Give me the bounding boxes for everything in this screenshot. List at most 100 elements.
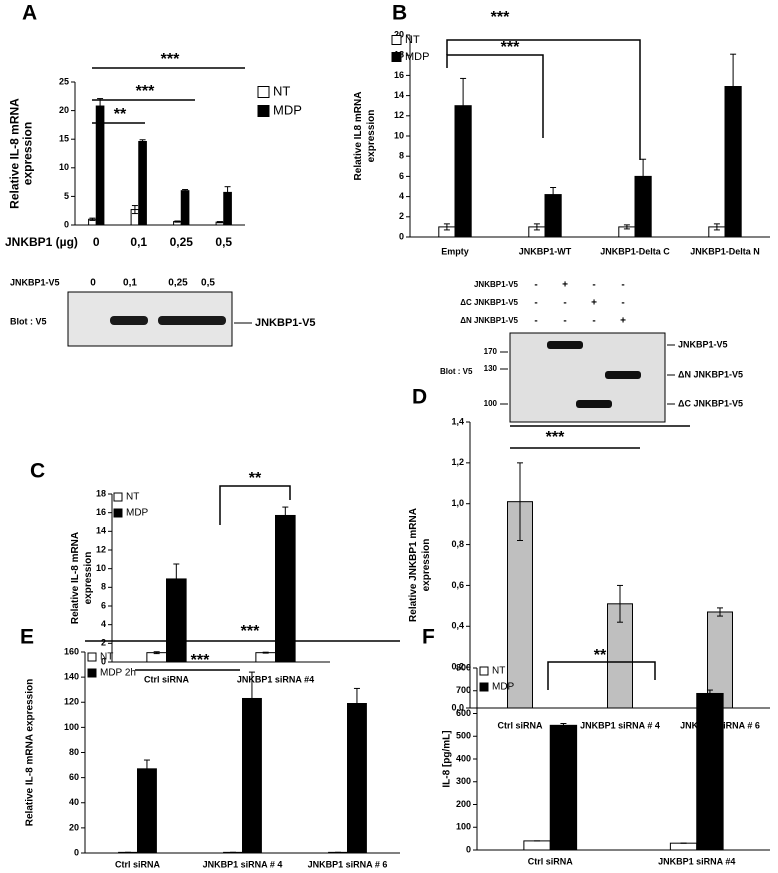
error-bar [97,98,104,114]
panel-label: E [20,626,34,649]
blot-lane-label: 0,5 [201,278,215,289]
x-tick-label: JNKBP1 siRNA #4 [237,674,314,684]
legend-swatch [113,508,123,518]
blot-label: Blot : V5 [10,316,47,326]
y-axis-label: expression [83,552,94,605]
blot-row-label: ΔN JNKBP1-V5 [460,316,518,325]
x-tick-label: JNKBP1 siRNA #4 [658,856,735,866]
y-tick-label: 100 [456,822,471,832]
bar [347,703,367,854]
x-tick-label: JNKBP1-Delta N [690,246,760,256]
y-tick-label: 18 [96,488,106,498]
blot-band [110,316,148,325]
y-tick-label: 100 [64,722,79,732]
x-axis-label: JNKBP1 (µg) [5,235,78,249]
y-axis-label: IL-8 [pg/mL] [442,730,453,787]
panel-label: B [392,2,407,25]
error-bar [617,584,623,623]
y-tick-label: 4 [101,619,106,629]
significance-label: *** [136,83,155,100]
error-bar [560,723,567,728]
y-tick-label: 0 [466,844,471,854]
significance-label: *** [191,652,210,669]
error-bar [640,158,647,195]
bar [137,768,157,854]
blot-sign: - [534,316,537,327]
y-tick-label: 4 [399,191,404,201]
panel-label: D [412,386,427,409]
y-tick-label: 10 [394,130,404,140]
blot-sign: - [621,298,624,309]
x-tick-label: JNKBP1-WT [519,246,572,256]
y-tick-label: 0 [74,847,79,857]
error-bar [174,220,181,223]
y-tick-label: 200 [456,799,471,809]
error-bar [443,223,450,231]
error-bar [139,139,146,144]
legend-label: MDP 2h [100,668,136,679]
legend-label: MDP [492,682,515,693]
bar [138,140,147,226]
error-bar [216,221,223,224]
legend-label: MDP [273,102,302,117]
error-bar [153,651,160,655]
blot-sign: + [562,280,568,291]
y-tick-label: 0,6 [451,580,464,590]
legend-swatch [113,492,123,502]
error-bar [460,77,467,134]
y-tick-label: 0,2 [451,662,464,672]
y-tick-label: 1,2 [451,457,464,467]
blot-sign: - [592,280,595,291]
y-tick-label: 700 [456,685,471,695]
y-tick-label: 0 [64,219,69,229]
significance-label: *** [501,39,520,56]
blot-band [605,371,641,379]
significance-bracket [446,39,641,160]
error-bar [131,205,138,215]
x-tick-label: Ctrl siRNA [528,856,574,866]
bar [549,724,578,851]
blot-band-label: ΔC JNKBP1-V5 [678,398,743,408]
error-bar [717,607,723,617]
y-tick-label: 15 [59,134,69,144]
bar [523,840,551,851]
x-tick-label: 0,25 [170,235,194,249]
blot-band [188,316,226,325]
y-tick-label: 10 [96,563,106,573]
blot-row-label: JNKBP1-V5 [474,280,519,289]
bar [255,652,277,663]
y-tick-label: 140 [64,672,79,682]
x-tick-label: JNKBP1 siRNA # 6 [308,859,388,869]
significance-label: *** [546,429,565,446]
error-bar [143,759,150,779]
legend-swatch [479,682,489,692]
bar [180,190,190,226]
y-tick-label: 14 [96,526,106,536]
y-tick-label: 1,4 [451,416,464,426]
blot-marker: 130 [484,364,498,373]
significance-label: ** [594,647,607,664]
blot-lane-label: 0 [90,278,96,289]
blot-lane-label: 0,1 [123,278,137,289]
y-tick-label: 300 [456,776,471,786]
y-tick-label: 40 [69,797,79,807]
x-tick-label: JNKBP1 siRNA # 4 [580,720,660,730]
y-axis-label: Relative IL-8 mRNA expression [25,679,36,826]
y-tick-label: 500 [456,731,471,741]
panel-label: C [30,460,45,483]
y-tick-label: 0,4 [451,621,464,631]
legend-swatch [391,52,402,62]
y-tick-label: 6 [399,171,404,181]
y-tick-label: 20 [59,105,69,115]
y-tick-label: 20 [69,822,79,832]
legend-label: NT [492,666,505,677]
y-tick-label: 20 [394,29,404,39]
error-bar [353,687,360,720]
legend-swatch [391,35,402,45]
error-bar [517,462,523,541]
y-tick-label: 10 [59,162,69,172]
y-tick-label: 80 [69,747,79,757]
y-tick-label: 14 [394,90,404,100]
significance-label: *** [491,9,510,26]
